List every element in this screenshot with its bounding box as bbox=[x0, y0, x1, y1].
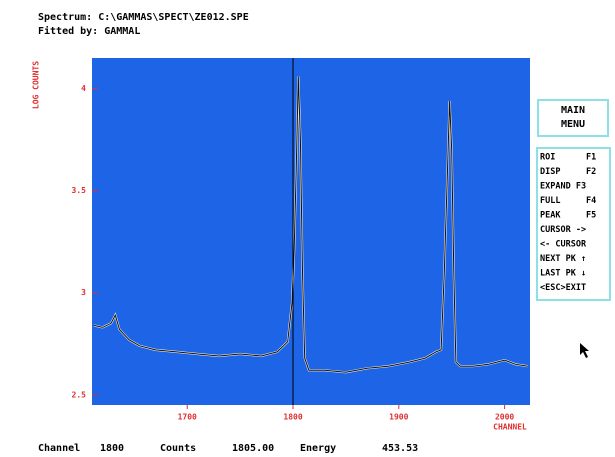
menu-item[interactable]: ROI F1 bbox=[540, 153, 596, 163]
mouse-pointer bbox=[580, 343, 589, 358]
menu-item[interactable]: <ESC>EXIT bbox=[540, 283, 586, 293]
x-tick-label: 2000 bbox=[495, 413, 514, 422]
x-axis-label: CHANNEL bbox=[493, 423, 527, 432]
y-tick-label: 4 bbox=[81, 84, 86, 93]
menu-box bbox=[536, 147, 611, 301]
x-tick-label: 1900 bbox=[389, 413, 408, 422]
status-label: Counts bbox=[160, 443, 196, 454]
menu-item[interactable]: DISP F2 bbox=[540, 167, 596, 177]
menu-item[interactable]: CURSOR -> bbox=[540, 225, 586, 235]
menu-item[interactable]: FULL F4 bbox=[540, 196, 596, 206]
x-tick-label: 1800 bbox=[283, 413, 302, 422]
menu-item[interactable]: <- CURSOR bbox=[540, 240, 587, 250]
y-tick-label: 3.5 bbox=[72, 186, 87, 195]
fitted-by: Fitted by: GAMMAL bbox=[38, 25, 140, 37]
y-axis-label: LOG COUNTS bbox=[32, 61, 41, 109]
status-label: Energy bbox=[300, 443, 336, 454]
y-tick-label: 3 bbox=[81, 288, 86, 297]
y-tick-label: 2.5 bbox=[72, 390, 87, 399]
plot-area bbox=[92, 58, 530, 405]
spectrum-line bbox=[93, 76, 528, 373]
status-label: Channel bbox=[38, 443, 80, 454]
menu-item[interactable]: PEAK F5 bbox=[540, 211, 596, 221]
main-menu-box bbox=[537, 99, 609, 137]
x-tick-label: 1700 bbox=[178, 413, 197, 422]
menu-item[interactable]: LAST PK ↓ bbox=[540, 269, 586, 279]
status-value: 1800 bbox=[100, 443, 124, 454]
main-menu-title: MENU bbox=[561, 119, 585, 130]
status-value: 453.53 bbox=[382, 443, 418, 454]
menu-item[interactable]: EXPAND F3 bbox=[540, 182, 586, 192]
status-value: 1805.00 bbox=[232, 443, 274, 454]
menu-item[interactable]: NEXT PK ↑ bbox=[540, 254, 586, 264]
main-menu-title: MAIN bbox=[561, 105, 585, 116]
spectrum-file: Spectrum: C:\GAMMAS\SPECT\ZE012.SPE bbox=[38, 12, 249, 23]
